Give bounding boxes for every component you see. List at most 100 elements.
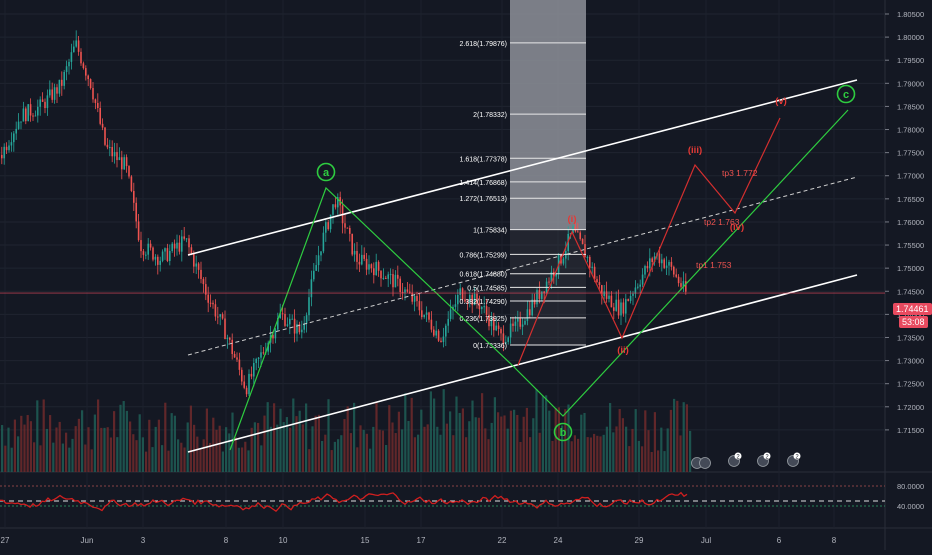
candle-body xyxy=(20,121,22,123)
candle-body xyxy=(675,274,677,277)
candle-body xyxy=(25,108,27,122)
candle-body xyxy=(413,295,416,302)
volume-bar xyxy=(234,437,237,472)
volume-bar xyxy=(186,422,189,472)
candle-body xyxy=(680,283,682,287)
volume-bar xyxy=(522,416,525,472)
candle-body xyxy=(514,321,517,326)
candle-body xyxy=(632,293,634,296)
volume-bar xyxy=(250,427,253,472)
volume-bar xyxy=(593,433,596,472)
red-wave-path xyxy=(517,117,781,366)
candle-body xyxy=(145,254,147,256)
candle-body xyxy=(260,352,262,358)
candle-body xyxy=(147,243,149,255)
candle-body xyxy=(365,258,368,270)
volume-bar xyxy=(461,408,464,472)
price-tick-label: 1.77000 xyxy=(897,172,924,181)
volume-bar xyxy=(490,422,493,472)
volume-bar xyxy=(660,427,663,472)
candle-body xyxy=(493,317,495,331)
volume-bar xyxy=(228,433,231,472)
volume-bar xyxy=(109,437,112,472)
candle-body xyxy=(92,88,94,100)
volume-bar xyxy=(177,439,180,472)
volume-bar xyxy=(596,435,599,472)
volume-bar xyxy=(602,434,605,472)
candle-body xyxy=(250,373,253,377)
candle-body xyxy=(521,324,524,327)
candle-body xyxy=(653,256,656,263)
volume-bar xyxy=(164,402,167,472)
candle-body xyxy=(574,226,577,232)
volume-bar xyxy=(202,439,205,472)
candle-body xyxy=(394,274,397,288)
candle-body xyxy=(584,244,586,258)
volume-bar xyxy=(71,438,74,472)
candle-body xyxy=(509,323,512,338)
volume-bar xyxy=(487,439,490,472)
volume-bar xyxy=(13,419,16,472)
channel xyxy=(187,79,858,453)
candle-body xyxy=(625,299,627,314)
event-count-dot xyxy=(734,452,742,460)
volume-bar xyxy=(65,432,68,472)
volume-bar xyxy=(247,450,250,472)
candle-body xyxy=(116,152,118,161)
candle-body xyxy=(668,261,670,266)
candle-body xyxy=(334,204,337,208)
candle-body xyxy=(293,318,296,334)
volume-bar xyxy=(225,427,228,472)
candle-body xyxy=(433,329,435,336)
candle-body xyxy=(644,265,646,275)
volume-bar xyxy=(407,420,410,472)
candle-body xyxy=(617,299,620,316)
volume-bar xyxy=(327,399,330,472)
volume-bar xyxy=(343,419,346,472)
volume-bar xyxy=(311,426,314,472)
event-badge-icon xyxy=(699,457,711,469)
candle-body xyxy=(277,318,279,330)
candle-body xyxy=(161,251,164,261)
candle-body xyxy=(142,251,145,255)
candle-body xyxy=(608,295,610,299)
event-count-label: 2 xyxy=(736,455,740,461)
volume-bar xyxy=(516,414,519,472)
candle-body xyxy=(562,258,565,264)
candle-body xyxy=(351,233,353,255)
candle-body xyxy=(125,157,128,167)
wave-label-circle xyxy=(316,162,336,182)
volume-bar xyxy=(404,393,407,472)
candle-body xyxy=(481,306,483,310)
candle-body xyxy=(214,304,217,317)
candle-body xyxy=(279,313,281,319)
volume-bar xyxy=(317,414,320,472)
price-tick-label: 1.74500 xyxy=(897,287,924,296)
candle-body xyxy=(289,318,291,325)
candle-body xyxy=(569,233,572,235)
candle-body xyxy=(39,99,41,107)
candle-body xyxy=(106,144,109,148)
candle-body xyxy=(190,247,193,254)
volume-bar xyxy=(209,442,212,472)
candle-body xyxy=(113,152,116,157)
volume-bar xyxy=(244,441,247,472)
volume-bar xyxy=(100,427,103,472)
candle-body xyxy=(303,323,305,330)
candle-body xyxy=(56,87,58,94)
volume-bar xyxy=(33,442,36,472)
volume-bar xyxy=(625,426,628,472)
volume-bar xyxy=(538,432,541,472)
volume-bar xyxy=(295,416,298,472)
price-tick-label: 1.80000 xyxy=(897,33,924,42)
volume-bar xyxy=(7,427,10,472)
candle-body xyxy=(149,243,152,248)
candle-body xyxy=(101,123,104,128)
volume-bar xyxy=(397,411,400,472)
candle-body xyxy=(154,256,157,260)
time-tick-label: 8 xyxy=(224,536,229,545)
fib-extension-shade xyxy=(510,0,586,230)
volume-bar xyxy=(426,424,429,472)
